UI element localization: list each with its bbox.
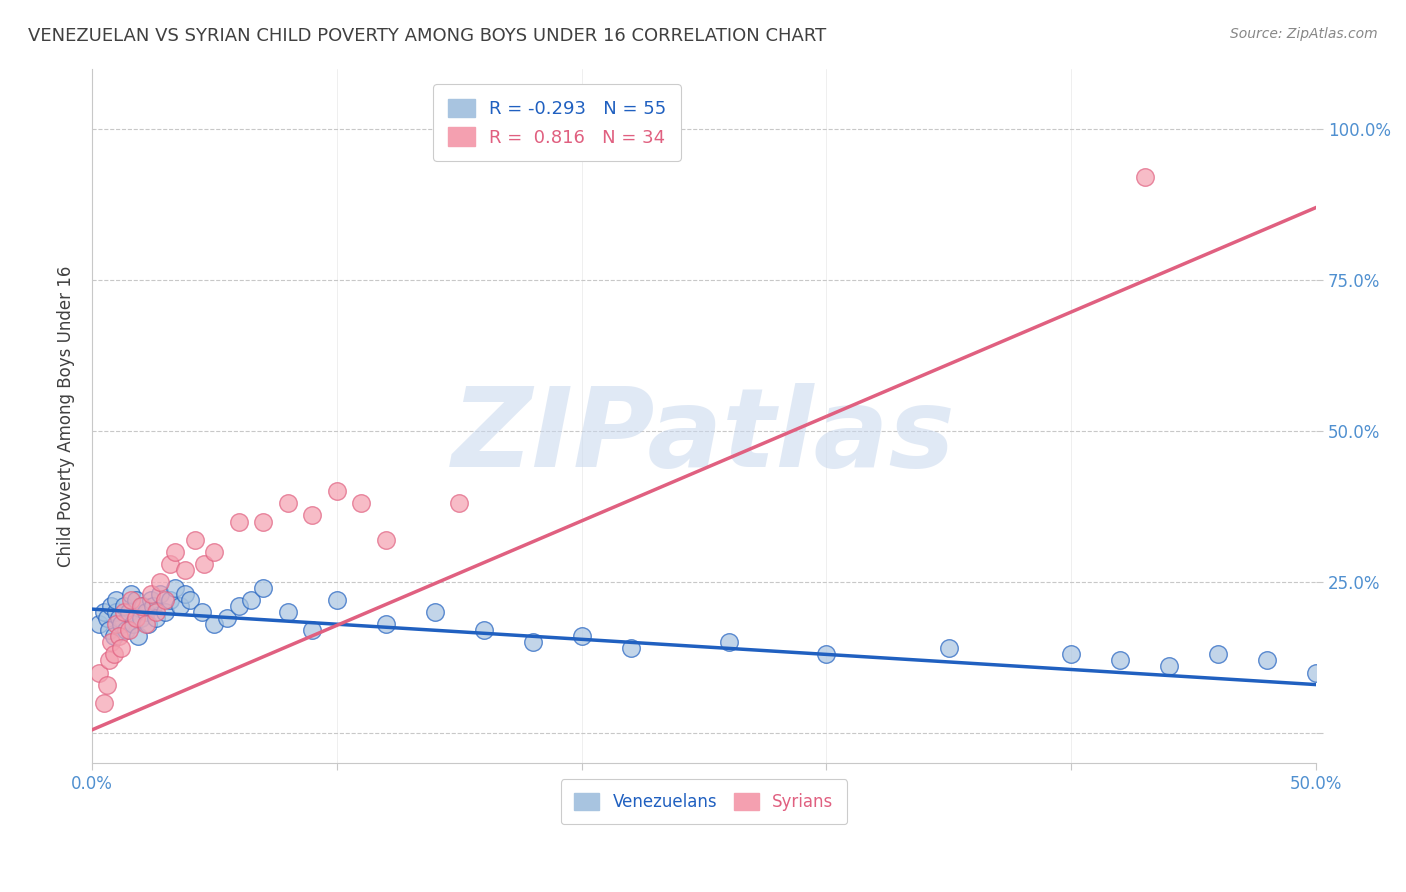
Point <box>350 496 373 510</box>
Point <box>120 587 142 601</box>
Point <box>103 629 125 643</box>
Point <box>522 635 544 649</box>
Point <box>1060 648 1083 662</box>
Point <box>107 611 129 625</box>
Point <box>132 599 155 613</box>
Point <box>117 605 139 619</box>
Point <box>193 557 215 571</box>
Point <box>301 624 323 638</box>
Point <box>191 605 214 619</box>
Point <box>105 605 128 619</box>
Point <box>89 617 111 632</box>
Point <box>325 593 347 607</box>
Point <box>139 593 162 607</box>
Point <box>202 617 225 632</box>
Point <box>374 533 396 547</box>
Point <box>142 599 165 613</box>
Point <box>815 648 838 662</box>
Point <box>252 515 274 529</box>
Point <box>228 515 250 529</box>
Point <box>117 624 139 638</box>
Point <box>125 593 148 607</box>
Point <box>1206 648 1229 662</box>
Point <box>112 599 135 613</box>
Point <box>145 605 167 619</box>
Point <box>423 605 446 619</box>
Point <box>449 496 471 510</box>
Point <box>202 545 225 559</box>
Y-axis label: Child Poverty Among Boys Under 16: Child Poverty Among Boys Under 16 <box>58 265 75 566</box>
Point <box>105 617 128 632</box>
Point <box>155 605 177 619</box>
Text: ZIPatlas: ZIPatlas <box>453 384 956 491</box>
Point <box>149 587 172 601</box>
Point <box>179 593 201 607</box>
Point <box>98 624 121 638</box>
Point <box>139 587 162 601</box>
Point <box>1159 659 1181 673</box>
Point <box>472 624 495 638</box>
Point <box>93 605 115 619</box>
Text: Source: ZipAtlas.com: Source: ZipAtlas.com <box>1230 27 1378 41</box>
Point <box>149 574 172 589</box>
Point <box>619 641 641 656</box>
Point <box>115 624 138 638</box>
Point <box>174 587 197 601</box>
Point <box>125 611 148 625</box>
Point <box>325 484 347 499</box>
Point <box>98 653 121 667</box>
Point <box>145 611 167 625</box>
Point <box>374 617 396 632</box>
Point <box>110 641 132 656</box>
Point <box>1256 653 1278 667</box>
Point <box>215 611 238 625</box>
Point <box>159 593 181 607</box>
Point <box>120 593 142 607</box>
Point <box>127 629 149 643</box>
Point <box>165 581 187 595</box>
Point <box>174 563 197 577</box>
Point <box>228 599 250 613</box>
Point <box>717 635 740 649</box>
Point <box>1305 665 1327 680</box>
Point <box>135 617 157 632</box>
Point <box>105 593 128 607</box>
Point <box>252 581 274 595</box>
Point <box>96 677 118 691</box>
Point <box>938 641 960 656</box>
Point <box>100 635 122 649</box>
Point <box>169 599 191 613</box>
Point <box>277 496 299 510</box>
Point <box>89 665 111 680</box>
Point <box>107 629 129 643</box>
Legend: Venezuelans, Syrians: Venezuelans, Syrians <box>561 780 846 824</box>
Point <box>240 593 263 607</box>
Point <box>129 599 152 613</box>
Point <box>1133 170 1156 185</box>
Point <box>93 696 115 710</box>
Point <box>155 593 177 607</box>
Point <box>103 648 125 662</box>
Point <box>1109 653 1132 667</box>
Point <box>301 508 323 523</box>
Point <box>96 611 118 625</box>
Point <box>165 545 187 559</box>
Point <box>136 617 159 632</box>
Text: VENEZUELAN VS SYRIAN CHILD POVERTY AMONG BOYS UNDER 16 CORRELATION CHART: VENEZUELAN VS SYRIAN CHILD POVERTY AMONG… <box>28 27 827 45</box>
Point <box>277 605 299 619</box>
Point <box>110 617 132 632</box>
Point <box>135 605 157 619</box>
Point <box>122 617 145 632</box>
Point <box>129 611 152 625</box>
Point <box>159 557 181 571</box>
Point <box>571 629 593 643</box>
Point <box>100 599 122 613</box>
Point <box>112 605 135 619</box>
Point <box>183 533 205 547</box>
